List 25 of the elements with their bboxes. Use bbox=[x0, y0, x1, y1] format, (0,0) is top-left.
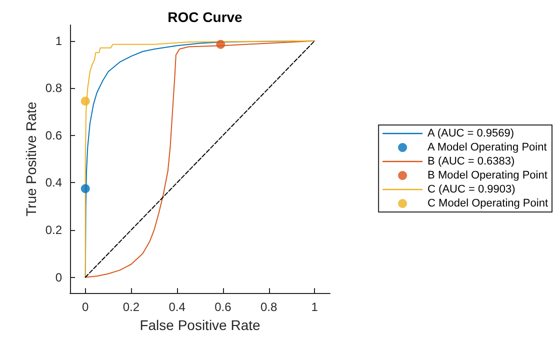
point bbox=[80, 96, 90, 106]
x-tick-label: 0.8 bbox=[260, 300, 278, 314]
y-tick-label: 0.4 bbox=[45, 176, 62, 190]
legend-label: A (AUC = 0.9569) bbox=[428, 128, 514, 140]
legend-label: B (AUC = 0.6383) bbox=[428, 156, 515, 168]
legend-label: A Model Operating Point bbox=[428, 142, 547, 154]
legend-label: B Model Operating Point bbox=[428, 170, 548, 182]
y-tick-label: 1 bbox=[55, 34, 62, 48]
y-tick-label: 0 bbox=[55, 270, 62, 284]
x-tick-label: 0 bbox=[82, 300, 90, 314]
chart-title: ROC Curve bbox=[168, 9, 243, 25]
line-series bbox=[84, 40, 316, 278]
y-tick-label: 0.6 bbox=[45, 128, 62, 142]
y-tick-label: 0.2 bbox=[45, 222, 62, 237]
x-tick-label: 0.4 bbox=[168, 300, 186, 314]
legend-label: C (AUC = 0.9903) bbox=[428, 184, 516, 196]
legend-label: C Model Operating Point bbox=[428, 198, 548, 210]
x-tick-label: 0.6 bbox=[214, 300, 232, 314]
point bbox=[80, 184, 90, 194]
x-tick-label: 0.2 bbox=[122, 300, 140, 314]
y-axis-title: True Positive Rate bbox=[23, 102, 39, 216]
point bbox=[216, 40, 226, 49]
x-axis-title: False Positive Rate bbox=[140, 317, 261, 333]
y-tick-label: 0.8 bbox=[45, 81, 62, 96]
x-tick-label: 1 bbox=[311, 300, 318, 314]
